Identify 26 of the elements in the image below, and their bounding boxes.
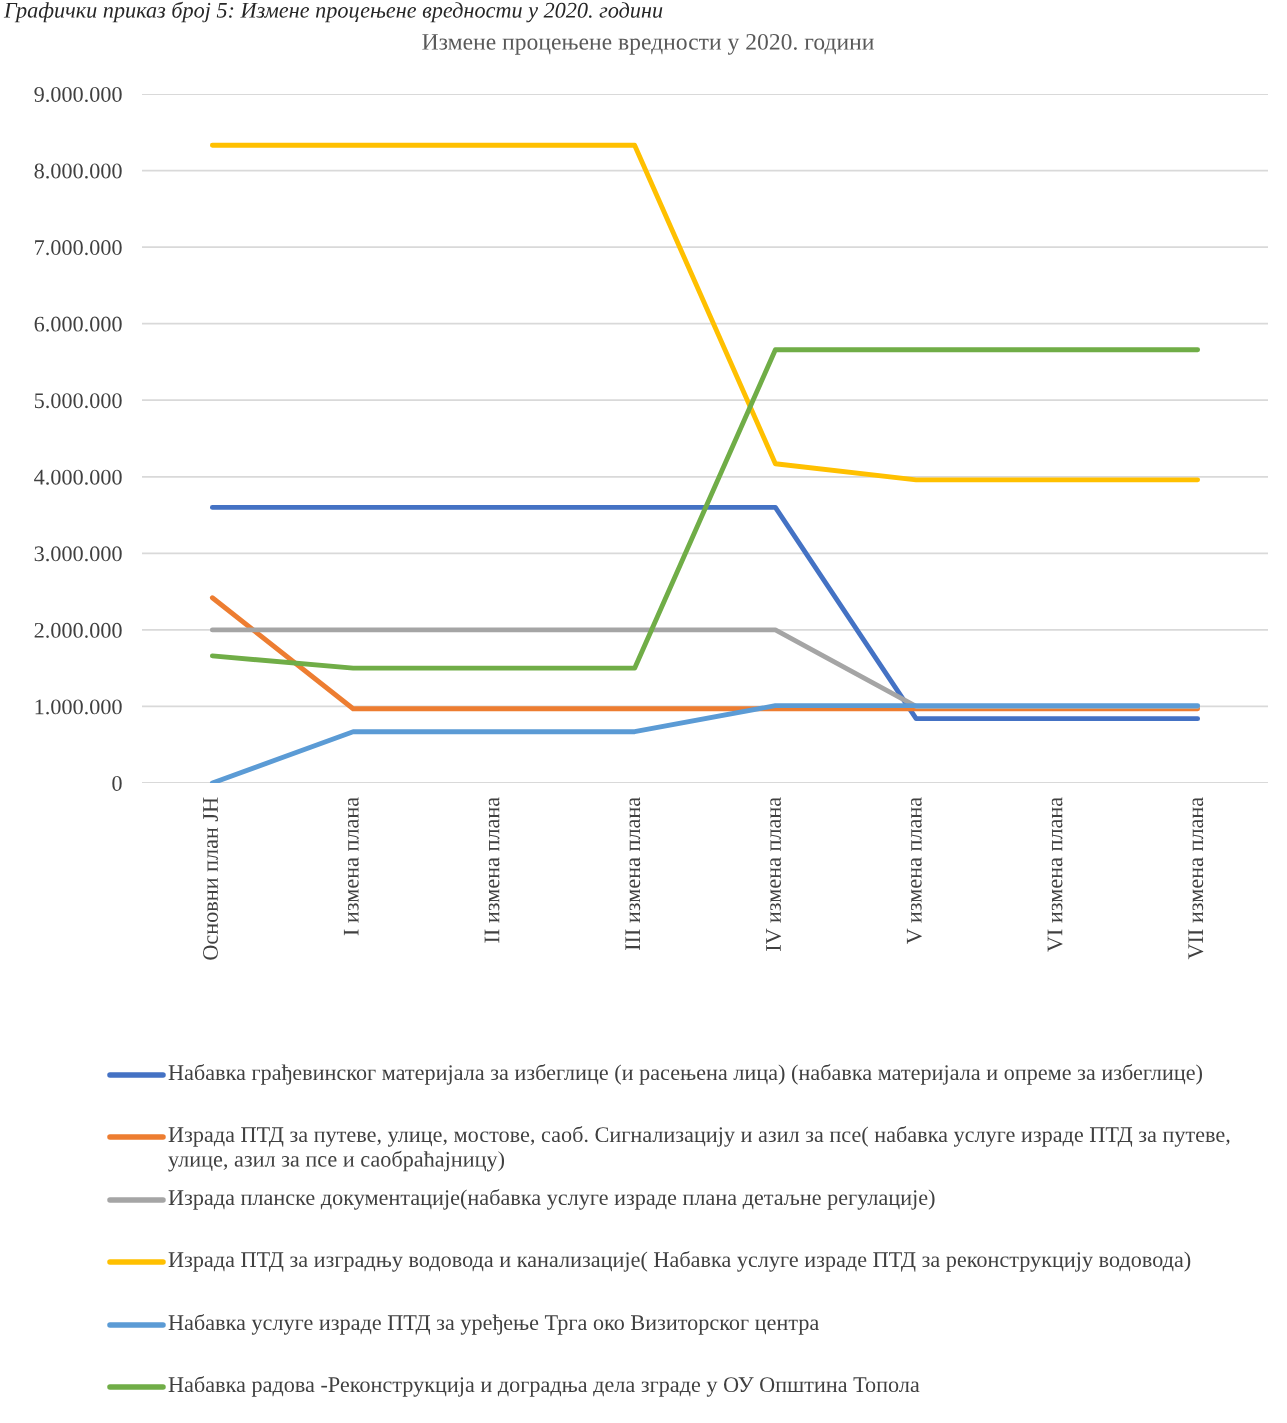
x-tick-label: II измена плана [484,797,500,943]
y-tick-label: 2.000.000 [34,622,122,638]
y-tick-label: 7.000.000 [35,240,122,256]
x-tick-label: VI измена плана [1047,797,1063,952]
y-tick-label: 8.000.000 [34,163,122,179]
y-tick-label: 5.000.000 [34,393,122,409]
x-tick-label: IV измена плана [766,797,782,951]
y-tick-label: 0 [112,775,122,791]
legend-label: Набавка радова -Реконструкција и доградња дела зграде у ОУ Општина Топола [168,1376,920,1397]
legend-label: Израда ПТД за путеве, улице, мостове, саоб. Сигнализацију и азил за псе( набавка услуге израде ПТД за путеве, улице, азил за псе и саобраћајницу) [168,1126,1230,1172]
text: Графички приказ број 5: Измене процењене вредности у 2020. години [3,1,663,23]
y-tick-label: 1.000.000 [35,699,122,715]
x-tick-label: I измена плана [343,797,359,936]
x-tick-label: III измена плана [625,797,641,951]
legend-label: Набавка грађевинског материјала за избеглице (и расењена лица) (набавка материјала и опреме за избеглице) [168,1064,1202,1085]
x-tick-label: V измена плана [906,797,922,945]
y-tick-label: 6.000.000 [34,316,122,332]
y-tick-label: 9.000.000 [34,86,122,103]
y-tick-label: 4.000.000 [34,469,122,485]
x-tick-label: VII измена плана [1188,797,1204,960]
x-tick-label: Основни план ЈН [203,797,218,960]
legend-label: Израда ПТД за изградњу водовода и канализације( Набавка услуге израде ПТД за реконструкцију водовода) [168,1251,1191,1272]
chart-title: Измене процењене вредности у 2020. години [422,33,874,55]
legend-label: Набавка услуге израде ПТД за уређење Трга око Визиторског центра [168,1314,819,1335]
legend-label: Израда планске документације(набавка услуге израде плана детаљне регулације) [168,1189,935,1210]
y-tick-label: 3.000.000 [34,546,122,562]
